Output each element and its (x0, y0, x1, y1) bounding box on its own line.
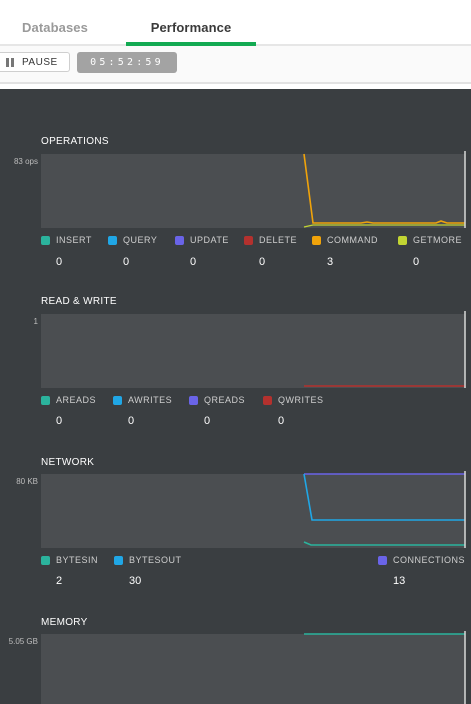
tab-databases[interactable]: Databases (22, 20, 88, 35)
memory-ymax: 5.05 GB (8, 637, 38, 646)
pause-label: PAUSE (22, 57, 58, 68)
update-swatch (175, 236, 184, 245)
qwrites-value: 0 (278, 415, 285, 427)
qreads-value: 0 (204, 415, 211, 427)
bytesout-value: 30 (129, 575, 142, 587)
areads-swatch (41, 396, 50, 405)
query-swatch (108, 236, 117, 245)
bytesin-value: 2 (56, 575, 63, 587)
tab-bar: Databases Performance (0, 0, 471, 46)
awrites-swatch (113, 396, 122, 405)
getmore-series-line (303, 224, 465, 228)
network-ymax: 80 KB (16, 477, 38, 486)
active-tab-indicator (126, 42, 256, 46)
awrites-value: 0 (128, 415, 135, 427)
delete-value: 0 (259, 256, 266, 268)
memory-plot (41, 634, 465, 704)
performance-panel: OPERATIONS 83 ops INSERT 0 QUERY 0 UPDAT… (0, 89, 471, 704)
qreads-swatch (189, 396, 198, 405)
insert-label: INSERT (56, 235, 92, 245)
insert-value: 0 (56, 256, 63, 268)
delete-label: DELETE (259, 235, 298, 245)
clock-display: 05:52:59 (77, 52, 177, 73)
areads-value: 0 (56, 415, 63, 427)
readwrite-chart (304, 311, 466, 388)
awrites-label: AWRITES (128, 395, 173, 405)
readwrite-title: READ & WRITE (41, 296, 117, 307)
insert-swatch (41, 236, 50, 245)
bytesout-label: BYTESOUT (129, 555, 182, 565)
pause-button[interactable]: PAUSE (0, 52, 70, 72)
network-plot (41, 474, 465, 548)
qwrites-swatch (263, 396, 272, 405)
readwrite-ymax: 1 (33, 317, 38, 326)
tab-performance[interactable]: Performance (150, 20, 232, 35)
bytesout-swatch (114, 556, 123, 565)
getmore-value: 0 (413, 256, 420, 268)
qreads-label: QREADS (204, 395, 246, 405)
network-chart (303, 471, 466, 548)
memory-chart (304, 631, 466, 704)
query-value: 0 (123, 256, 130, 268)
operations-title: OPERATIONS (41, 136, 109, 147)
areads-label: AREADS (56, 395, 97, 405)
operations-plot (41, 154, 465, 228)
command-series-line (303, 153, 465, 224)
readwrite-plot (41, 314, 465, 388)
update-label: UPDATE (190, 235, 229, 245)
connections-label: CONNECTIONS (393, 555, 466, 565)
pause-icon (6, 58, 14, 67)
bytesout-series-line (303, 473, 465, 521)
delete-swatch (244, 236, 253, 245)
performance-toolbar: PAUSE 05:52:59 (0, 46, 471, 84)
command-swatch (312, 236, 321, 245)
connections-swatch (378, 556, 387, 565)
getmore-label: GETMORE (413, 235, 463, 245)
bytesin-swatch (41, 556, 50, 565)
query-label: QUERY (123, 235, 158, 245)
bytesin-series-line (303, 541, 465, 546)
getmore-swatch (398, 236, 407, 245)
update-value: 0 (190, 256, 197, 268)
command-value: 3 (327, 256, 334, 268)
command-label: COMMAND (327, 235, 378, 245)
connections-value: 13 (393, 575, 406, 587)
operations-ymax: 83 ops (13, 157, 38, 166)
bytesin-label: BYTESIN (56, 555, 99, 565)
operations-chart (303, 151, 466, 228)
memory-title: MEMORY (41, 617, 88, 628)
qwrites-label: QWRITES (278, 395, 324, 405)
network-title: NETWORK (41, 457, 95, 468)
